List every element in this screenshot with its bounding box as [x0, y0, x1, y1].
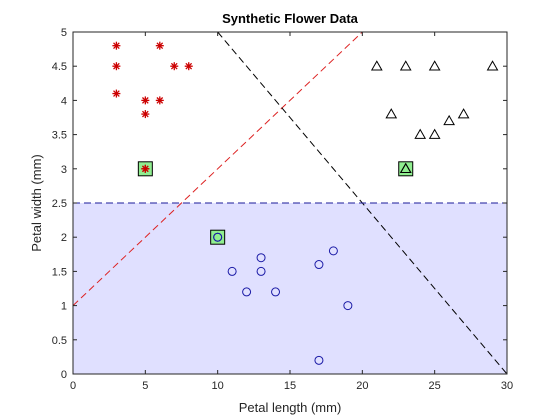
y-tick-label: 4 [61, 95, 67, 107]
y-tick-label: 2 [61, 232, 67, 244]
y-tick-label: 3.5 [52, 130, 67, 142]
data-point-s3-2 [328, 246, 338, 256]
data-point-s2-10 [399, 162, 412, 174]
data-point-s1-8 [155, 96, 164, 105]
data-point-s1-2 [155, 41, 164, 50]
data-point-s3-6 [256, 266, 266, 276]
data-point-s1-3 [112, 62, 121, 71]
data-point-s3-8 [271, 287, 281, 297]
x-tick-label: 5 [142, 380, 148, 392]
y-tick-label: 4.5 [52, 61, 67, 73]
x-tick-label: 25 [429, 380, 441, 392]
shaded-region [73, 203, 507, 374]
x-tick-label: 15 [284, 380, 296, 392]
data-point-s1-1 [112, 41, 121, 50]
data-point-s2-5 [385, 108, 398, 119]
data-point-s3-5 [227, 266, 237, 276]
data-point-s3-7 [242, 287, 252, 297]
data-point-s3-9 [343, 301, 353, 311]
x-tick-label: 30 [501, 380, 513, 392]
y-tick-label: 5 [61, 27, 67, 39]
data-point-s1-4 [170, 62, 179, 71]
data-point-s2-1 [370, 60, 383, 71]
y-tick-label: 0 [61, 369, 67, 381]
data-point-s1-6 [112, 89, 121, 98]
data-point-s2-7 [443, 114, 455, 126]
data-point-s3-4 [314, 260, 324, 270]
data-point-s2-6 [457, 108, 470, 119]
x-tick-label: 10 [212, 380, 224, 392]
centroid-marker-3 [210, 229, 226, 245]
data-point-s3-1 [213, 232, 223, 242]
chart-title: Synthetic Flower Data [222, 11, 359, 26]
y-tick-label: 2.5 [52, 198, 67, 210]
boundary-line-1 [72, 31, 363, 306]
data-point-s2-9 [428, 128, 441, 139]
data-point-s2-8 [414, 128, 427, 139]
y-tick-label: 1 [61, 301, 67, 313]
y-axis-label: Petal width (mm) [29, 154, 44, 252]
data-point-s1-7 [141, 96, 150, 105]
x-tick-label: 20 [356, 380, 368, 392]
data-point-s1-5 [184, 62, 193, 71]
y-tick-label: 1.5 [52, 266, 67, 278]
y-tick-label: 0.5 [52, 335, 67, 347]
data-point-s2-4 [486, 60, 499, 71]
y-tick-label: 3 [61, 164, 67, 176]
data-point-s2-3 [428, 60, 441, 71]
data-point-s3-10 [314, 355, 324, 365]
data-point-s1-9 [141, 110, 150, 119]
x-tick-label: 0 [70, 380, 76, 392]
data-point-s2-2 [399, 60, 412, 71]
data-point-s3-3 [256, 253, 266, 263]
data-point-s1-10 [141, 164, 150, 173]
x-axis-label: Petal length (mm) [239, 400, 342, 415]
